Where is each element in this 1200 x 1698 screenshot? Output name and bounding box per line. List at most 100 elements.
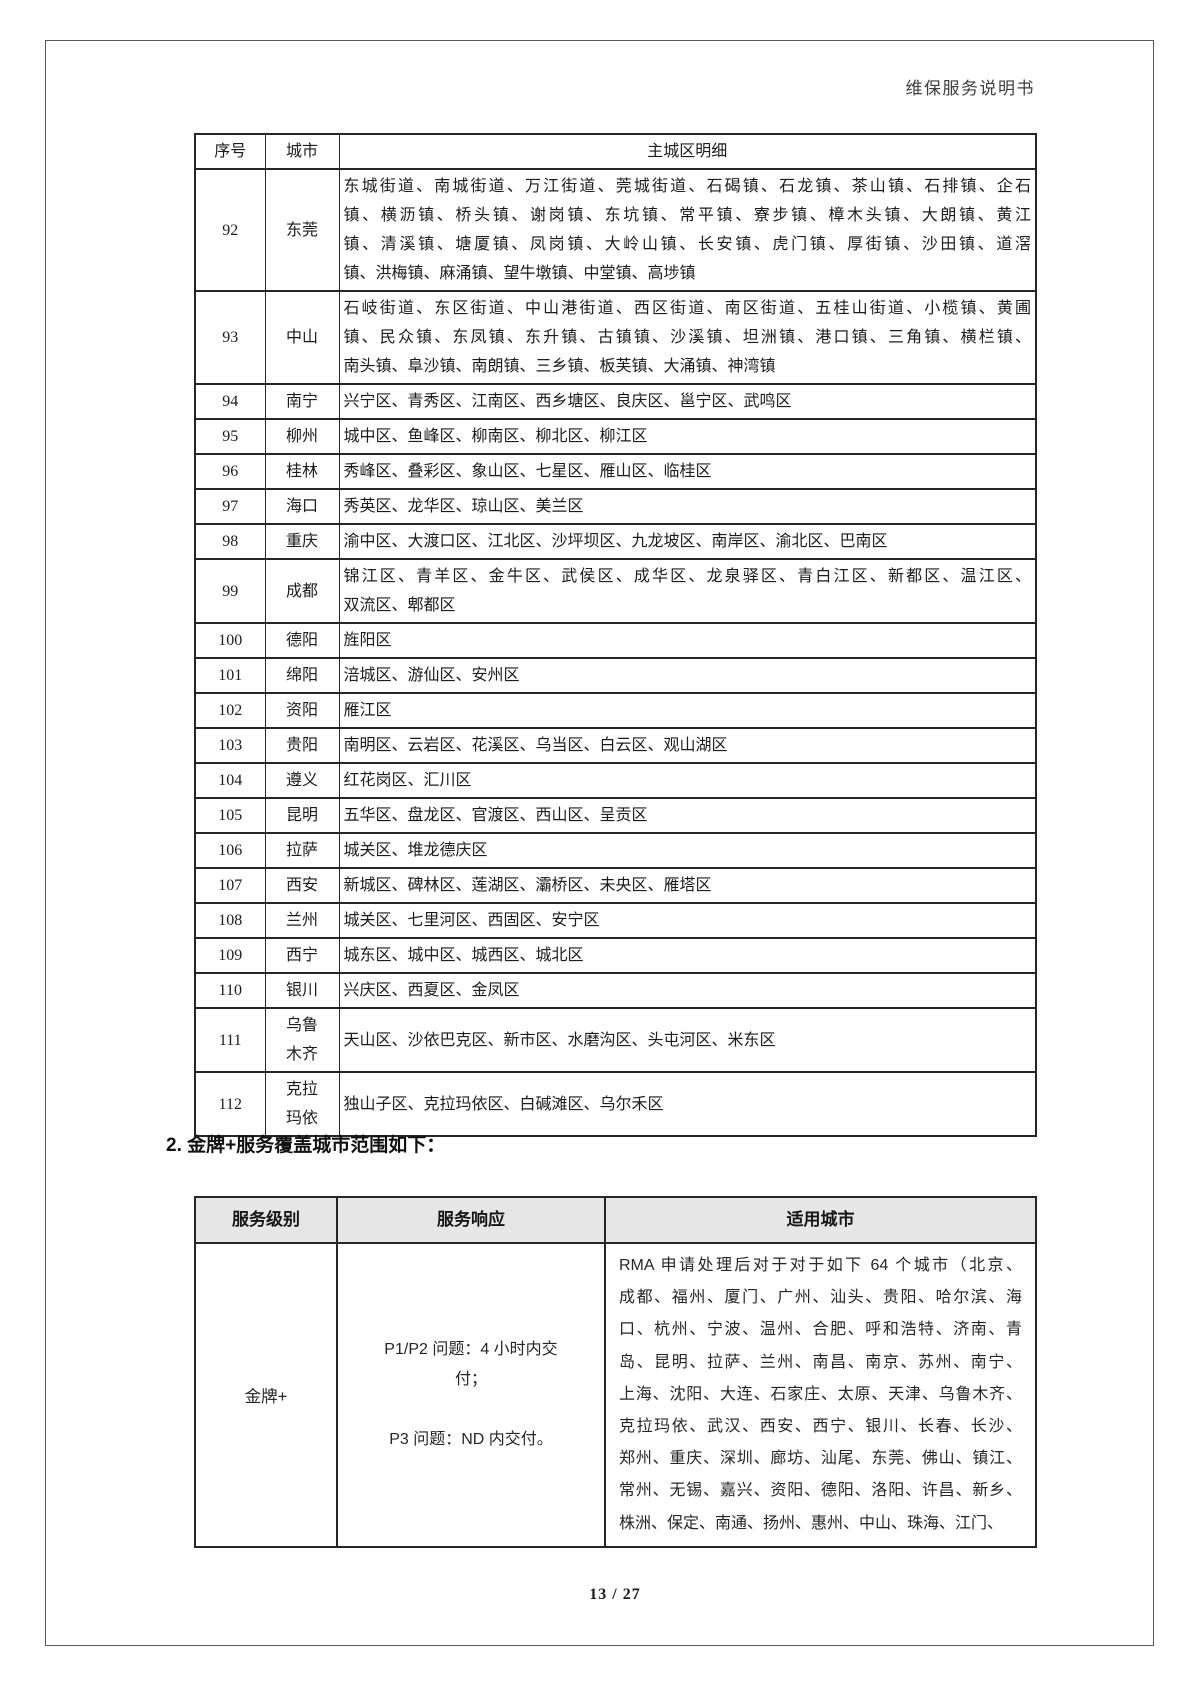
text-line: 常州、无锡、嘉兴、资阳、德阳、洛阳、许昌、新乡、 <box>619 1482 1022 1500</box>
districts-cell: 兴庆区、西夏区、金凤区 <box>338 972 1037 1009</box>
table-row: 108 兰州 城关区、七里河区、西固区、安宁区 <box>194 902 1037 939</box>
districts-cell: 石岐街道、东区街道、中山港街道、西区街道、南区街道、五桂山街道、小榄镇、黄圃 镇、… <box>338 290 1037 385</box>
city-cell: 重庆 <box>264 523 340 560</box>
text-line: 克拉玛依、武汉、西安、西宁、银川、长春、长沙、 <box>619 1418 1022 1436</box>
serial-cell: 110 <box>194 972 266 1009</box>
city-cell: 绵阳 <box>264 657 340 694</box>
districts-cell: 渝中区、大渡口区、江北区、沙坪坝区、九龙坡区、南岸区、渝北区、巴南区 <box>338 523 1037 560</box>
service-header-row: 服务级别 服务响应 适用城市 <box>194 1196 1037 1244</box>
col-header-districts: 主城区明细 <box>338 133 1037 170</box>
city-cell: 中山 <box>264 290 340 385</box>
serial-cell: 103 <box>194 727 266 764</box>
table-row: 112 克拉 玛依 独山子区、克拉玛依区、白碱滩区、乌尔禾区 <box>194 1071 1037 1137</box>
header-title: 维保服务说明书 <box>905 79 1035 98</box>
districts-cell: 旌阳区 <box>338 622 1037 659</box>
city-cell: 乌鲁 木齐 <box>264 1007 340 1073</box>
table-row: 111 乌鲁 木齐 天山区、沙依巴克区、新市区、水磨沟区、头屯河区、米东区 <box>194 1007 1037 1073</box>
city-cell: 西安 <box>264 867 340 904</box>
districts-cell: 红花岗区、汇川区 <box>338 762 1037 799</box>
city-cell: 南宁 <box>264 383 340 420</box>
col-header-no: 序号 <box>194 133 266 170</box>
text-line: 天山区、沙依巴克区、新市区、水磨沟区、头屯河区、米东区 <box>343 1031 776 1049</box>
city-cell: 遵义 <box>264 762 340 799</box>
table-row: 102 资阳 雁江区 <box>194 692 1037 729</box>
districts-cell: 涪城区、游仙区、安州区 <box>338 657 1037 694</box>
text-line: 郑州、重庆、深圳、廊坊、汕尾、东莞、佛山、镇江、 <box>619 1450 1022 1468</box>
city-cell: 资阳 <box>264 692 340 729</box>
districts-cell: 城关区、堆龙德庆区 <box>338 832 1037 869</box>
districts-cell: 东城街道、南城街道、万江街道、莞城街道、石碣镇、石龙镇、茶山镇、石排镇、企石 镇、… <box>338 168 1037 292</box>
districts-cell: 城东区、城中区、城西区、城北区 <box>338 937 1037 974</box>
serial-cell: 106 <box>194 832 266 869</box>
table-row: 110 银川 兴庆区、西夏区、金凤区 <box>194 972 1037 1009</box>
text-line: 红花岗区、汇川区 <box>343 772 472 789</box>
text-line: 口、杭州、宁波、温州、合肥、呼和浩特、济南、青 <box>619 1321 1022 1339</box>
text-line: 涪城区、游仙区、安州区 <box>343 667 520 684</box>
districts-table-header-row: 序号 城市 主城区明细 <box>194 133 1037 170</box>
serial-cell: 109 <box>194 937 266 974</box>
serial-cell: 99 <box>194 558 266 624</box>
table-row: 96 桂林 秀峰区、叠彩区、象山区、七星区、雁山区、临桂区 <box>194 453 1037 490</box>
service-level-cell: 金牌+ <box>194 1242 338 1548</box>
serial-cell: 100 <box>194 622 266 659</box>
city-cell: 成都 <box>264 558 340 624</box>
serial-cell: 94 <box>194 383 266 420</box>
table-row: 98 重庆 渝中区、大渡口区、江北区、沙坪坝区、九龙坡区、南岸区、渝北区、巴南区 <box>194 523 1037 560</box>
text-line: 南头镇、阜沙镇、南朗镇、三乡镇、板芙镇、大涌镇、神湾镇 <box>343 358 776 375</box>
text-line: 双流区、郫都区 <box>343 597 456 614</box>
districts-table: 序号 城市 主城区明细 92 东莞 东城街道、南城街道、万江街道、莞城街道、石碣镇、… <box>194 133 1037 1137</box>
districts-cell: 秀峰区、叠彩区、象山区、七星区、雁山区、临桂区 <box>338 453 1037 490</box>
districts-cell: 锦江区、青羊区、金牛区、武侯区、成华区、龙泉驿区、青白江区、新都区、温江区、 双流… <box>338 558 1037 624</box>
serial-cell: 102 <box>194 692 266 729</box>
text-line: 南明区、云岩区、花溪区、乌当区、白云区、观山湖区 <box>343 737 728 754</box>
districts-cell: 天山区、沙依巴克区、新市区、水磨沟区、头屯河区、米东区 <box>338 1007 1037 1073</box>
table-row: 103 贵阳 南明区、云岩区、花溪区、乌当区、白云区、观山湖区 <box>194 727 1037 764</box>
text-line: 锦江区、青羊区、金牛区、武侯区、成华区、龙泉驿区、青白江区、新都区、温江区、 <box>343 568 1032 585</box>
text-line: 兴宁区、青秀区、江南区、西乡塘区、良庆区、邕宁区、武鸣区 <box>343 393 792 410</box>
city-cell: 拉萨 <box>264 832 340 869</box>
serial-cell: 95 <box>194 418 266 455</box>
districts-cell: 南明区、云岩区、花溪区、乌当区、白云区、观山湖区 <box>338 727 1037 764</box>
districts-cell: 新城区、碑林区、莲湖区、灞桥区、未央区、雁塔区 <box>338 867 1037 904</box>
section-heading: 2. 金牌+服务覆盖城市范围如下： <box>166 1135 446 1156</box>
text-line: 镇、横沥镇、桥头镇、谢岗镇、东坑镇、常平镇、寮步镇、樟木头镇、大朗镇、黄江 <box>343 207 1032 224</box>
text-line: 城中区、鱼峰区、柳南区、柳北区、柳江区 <box>343 428 648 445</box>
city-cell: 桂林 <box>264 453 340 490</box>
districts-cell: 独山子区、克拉玛依区、白碱滩区、乌尔禾区 <box>338 1071 1037 1137</box>
districts-cell: 秀英区、龙华区、琼山区、美兰区 <box>338 488 1037 525</box>
table-row: 109 西宁 城东区、城中区、城西区、城北区 <box>194 937 1037 974</box>
text-line: 镇、民众镇、东凤镇、东升镇、古镇镇、沙溪镇、坦洲镇、港口镇、三角镇、横栏镇、 <box>343 329 1032 346</box>
table-row: 99 成都 锦江区、青羊区、金牛区、武侯区、成华区、龙泉驿区、青白江区、新都区、温江… <box>194 558 1037 624</box>
serial-cell: 98 <box>194 523 266 560</box>
table-row: 100 德阳 旌阳区 <box>194 622 1037 659</box>
serial-cell: 92 <box>194 168 266 292</box>
text-line: 旌阳区 <box>343 632 392 649</box>
service-row: 金牌+ P1/P2 问题：4 小时内交 付； P3 问题：ND 内交付。 RMA… <box>194 1242 1037 1548</box>
serial-cell: 111 <box>194 1007 266 1073</box>
text-line: 五华区、盘龙区、官渡区、西山区、呈贡区 <box>343 807 648 824</box>
city-cell: 柳州 <box>264 418 340 455</box>
text-line: 兴庆区、西夏区、金凤区 <box>343 982 520 999</box>
text-line: RMA 申请处理后对于对于如下 64 个城市（北京、 <box>619 1257 1022 1274</box>
table-row: 106 拉萨 城关区、堆龙德庆区 <box>194 832 1037 869</box>
serial-cell: 112 <box>194 1071 266 1137</box>
districts-cell: 城中区、鱼峰区、柳南区、柳北区、柳江区 <box>338 418 1037 455</box>
page-number: 13 / 27 <box>589 1586 641 1603</box>
text-line: 渝中区、大渡口区、江北区、沙坪坝区、九龙坡区、南岸区、渝北区、巴南区 <box>343 533 888 550</box>
text-line: 镇、清溪镇、塘厦镇、凤岗镇、大岭山镇、长安镇、虎门镇、厚街镇、沙田镇、道滘 <box>343 236 1032 253</box>
text-line: 石岐街道、东区街道、中山港街道、西区街道、南区街道、五桂山街道、小榄镇、黄圃 <box>343 300 1032 317</box>
table-row: 105 昆明 五华区、盘龙区、官渡区、西山区、呈贡区 <box>194 797 1037 834</box>
table-row: 94 南宁 兴宁区、青秀区、江南区、西乡塘区、良庆区、邕宁区、武鸣区 <box>194 383 1037 420</box>
city-cell: 昆明 <box>264 797 340 834</box>
text-line: 城关区、七里河区、西固区、安宁区 <box>343 912 600 929</box>
text-line: 城关区、堆龙德庆区 <box>343 842 488 859</box>
table-row: 93 中山 石岐街道、东区街道、中山港街道、西区街道、南区街道、五桂山街道、小榄镇、… <box>194 290 1037 385</box>
table-row: 104 遵义 红花岗区、汇川区 <box>194 762 1037 799</box>
serial-cell: 96 <box>194 453 266 490</box>
city-cell: 东莞 <box>264 168 340 292</box>
city-cell: 西宁 <box>264 937 340 974</box>
text-line: 城东区、城中区、城西区、城北区 <box>343 947 584 964</box>
districts-cell: 五华区、盘龙区、官渡区、西山区、呈贡区 <box>338 797 1037 834</box>
city-cell: 银川 <box>264 972 340 1009</box>
serial-cell: 101 <box>194 657 266 694</box>
